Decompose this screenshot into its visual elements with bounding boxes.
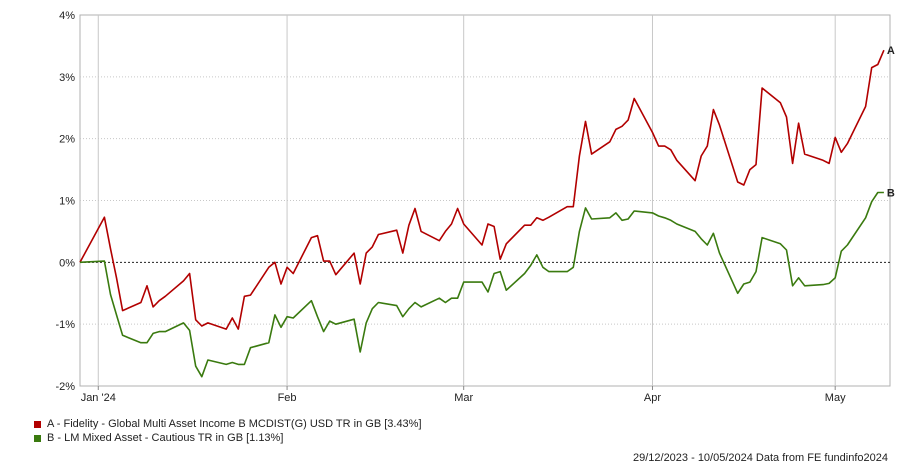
line-chart: 4% 3% 2% 1% 0% -1% -2% Jan '24 Feb Mar Apr May A B (55, 10, 895, 404)
y-tick-label: 2% (59, 134, 75, 146)
y-tick-label: 1% (59, 196, 75, 208)
legend: A - Fidelity - Global Multi Asset Income… (34, 417, 422, 445)
y-tick-label: -1% (55, 319, 75, 331)
series-end-label-a: A (887, 45, 895, 57)
series-end-label-b: B (887, 187, 895, 199)
x-tick-label: Mar (454, 392, 473, 404)
y-tick-label: 0% (59, 257, 75, 269)
legend-swatch-a (34, 420, 41, 428)
y-tick-label: 4% (59, 10, 75, 22)
x-tick-label: Apr (644, 392, 661, 404)
legend-label-b: B - LM Mixed Asset - Cautious TR in GB [… (47, 432, 284, 444)
legend-item-b[interactable]: B - LM Mixed Asset - Cautious TR in GB [… (34, 431, 422, 445)
legend-item-a[interactable]: A - Fidelity - Global Multi Asset Income… (34, 417, 422, 431)
legend-label-a: A - Fidelity - Global Multi Asset Income… (47, 418, 422, 430)
x-tick-label: Feb (278, 392, 297, 404)
x-tick-label: May (825, 392, 846, 404)
series-line-b (79, 191, 884, 378)
footer-source: 29/12/2023 - 10/05/2024 Data from FE fun… (632, 452, 888, 464)
y-tick-label: -2% (55, 381, 75, 393)
legend-swatch-b (34, 434, 41, 442)
series-line-a (79, 49, 885, 330)
x-tick-label: Jan '24 (81, 392, 116, 404)
y-tick-label: 3% (59, 72, 75, 84)
